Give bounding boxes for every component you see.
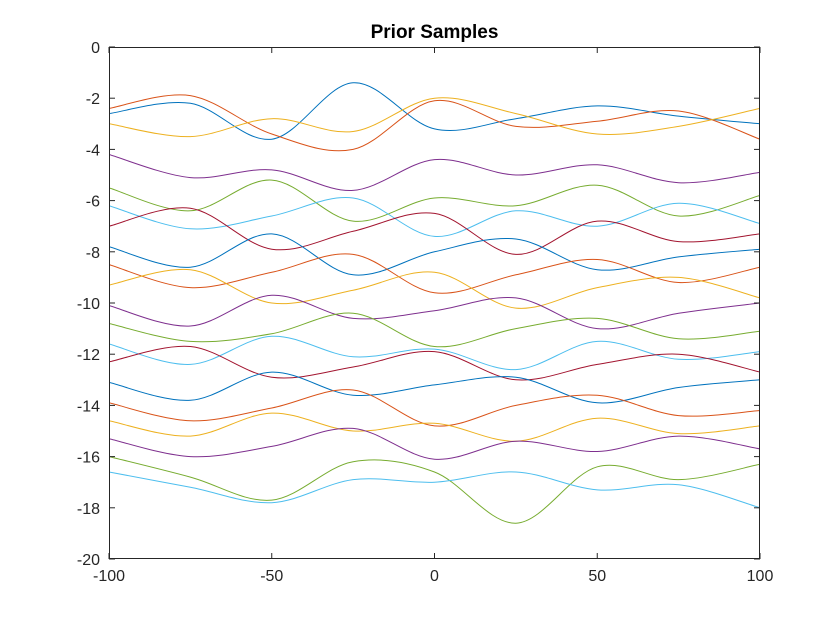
y-tick-label: 0 (91, 40, 100, 57)
sample-line-4 (109, 154, 760, 191)
y-tick-label: -12 (77, 347, 100, 364)
sample-line-5 (109, 179, 760, 222)
sample-line-3 (109, 97, 760, 138)
y-tick-label: -8 (86, 245, 100, 262)
y-tick-label: -18 (77, 501, 100, 518)
sample-line-7 (109, 207, 760, 255)
sample-line-19 (109, 456, 760, 524)
sample-line-6 (109, 197, 760, 237)
sample-line-10 (109, 268, 760, 309)
sample-line-15 (109, 371, 760, 404)
x-axis: -100 -50 0 50 100 (93, 47, 773, 585)
sample-line-13 (109, 335, 760, 371)
y-tick-label: -4 (86, 142, 100, 159)
x-tick-label: 100 (747, 568, 774, 585)
sample-lines (109, 82, 760, 524)
sample-line-17 (109, 412, 760, 442)
x-tick-label: -50 (260, 568, 283, 585)
y-tick-label: -2 (86, 91, 100, 108)
sample-line-14 (109, 345, 760, 381)
sample-line-20 (109, 471, 760, 509)
sample-line-12 (109, 312, 760, 348)
sample-line-16 (109, 389, 760, 427)
chart-title: Prior Samples (371, 22, 499, 43)
x-tick-label: -100 (93, 568, 125, 585)
sample-line-8 (109, 233, 760, 276)
sample-line-18 (109, 427, 760, 460)
y-tick-label: -20 (77, 552, 100, 569)
x-tick-label: 0 (430, 568, 439, 585)
y-tick-label: -6 (86, 194, 100, 211)
sample-line-2 (109, 94, 760, 152)
y-tick-label: -14 (77, 398, 100, 415)
x-tick-label: 50 (588, 568, 606, 585)
plot-area-background (109, 47, 760, 559)
y-tick-label: -10 (77, 296, 100, 313)
y-tick-label: -16 (77, 450, 100, 467)
sample-line-9 (109, 253, 760, 294)
y-axis: 0 -2 -4 -6 -8 -10 -12 -14 -16 -18 -20 (77, 40, 760, 569)
sample-line-11 (109, 294, 760, 330)
